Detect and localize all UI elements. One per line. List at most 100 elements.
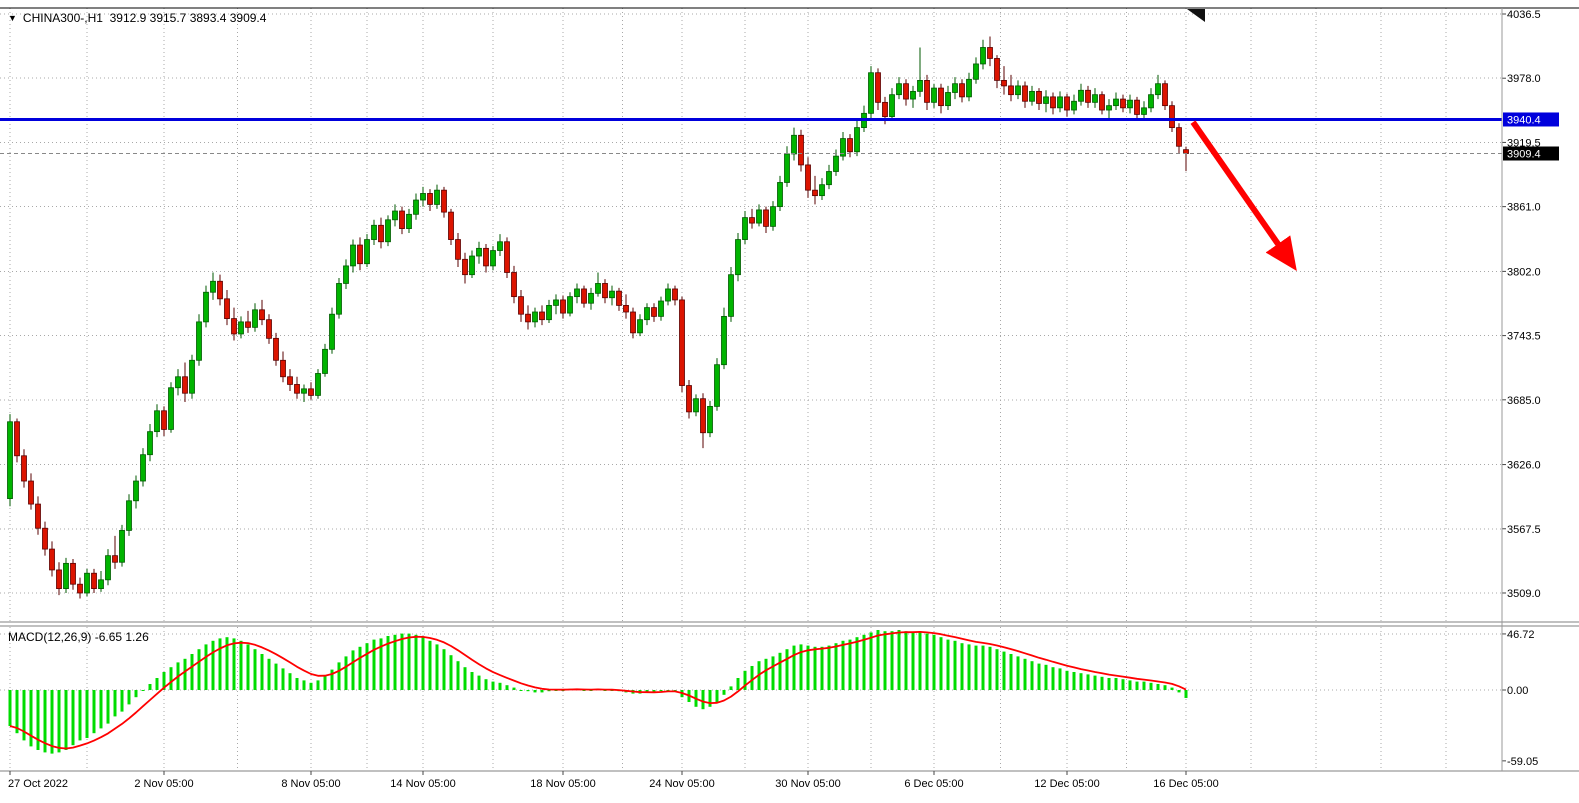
macd-histogram-bar [1114,678,1118,690]
candle-body [525,313,531,323]
macd-histogram-bar [85,690,89,738]
symbol-dropdown-icon[interactable]: ▼ [8,12,17,23]
price-axis-label: 3626.0 [1507,460,1541,472]
trend-arrow[interactable] [1190,120,1297,271]
macd-histogram-bar [120,690,124,712]
macd-histogram-bar [1009,654,1013,690]
macd-histogram-bar [841,640,845,690]
current-price-badge-label: 3909.4 [1507,149,1541,161]
macd-histogram-bar [806,645,810,690]
time-axis-label: 18 Nov 05:00 [530,778,595,790]
candle-body [119,530,125,563]
candle-body [511,272,517,298]
macd-histogram-bar [1100,676,1104,690]
macd-histogram-bar [1072,672,1076,690]
macd-histogram-bar [1058,668,1062,690]
macd-histogram-bar [512,687,516,690]
candle-body [707,405,713,434]
macd-histogram-bar [988,646,992,690]
candle-body [490,250,496,267]
candle-body [742,217,748,240]
symbol-info-bar: ▼ CHINA300-,H1 3912.9 3915.7 3893.4 3909… [8,11,266,25]
macd-histogram-bar [92,690,96,734]
time-axis-label: 14 Nov 05:00 [390,778,455,790]
candle-body [70,562,76,585]
candle-body [140,454,146,482]
candle-body [14,421,20,457]
macd-histogram-bar [827,645,831,690]
macd-histogram-bar [1065,670,1069,690]
candle-body [266,319,272,339]
macd-histogram-bar [722,690,726,695]
candle-body [322,348,328,374]
macd-histogram-bar [953,640,957,690]
macd-histogram-bar [708,690,712,707]
macd-histogram-bar [379,638,383,690]
candle-body [728,274,734,317]
macd-histogram-bar [421,637,425,690]
candle-body [868,72,874,114]
candle-body [336,283,342,315]
candle-body [154,410,160,433]
macd-histogram-bar [43,690,47,753]
macd-histogram-bar [645,690,649,693]
candle-body [504,241,510,273]
macd-histogram-bar [1023,658,1027,690]
macd-histogram-bar [197,649,201,690]
macd-indicator-label: MACD(12,26,9) -6.65 1.26 [8,630,149,644]
macd-histogram-bar [799,644,803,690]
candle-body [350,244,356,267]
candle-body [798,134,804,166]
candle-body [602,283,608,299]
candle-body [959,83,965,98]
macd-histogram-bar [337,662,341,690]
candle-body [112,555,118,563]
macd-histogram-bar [967,644,971,690]
price-axis-label: 3919.5 [1507,137,1541,149]
macd-histogram-bar [540,690,544,693]
macd-histogram-bar [505,685,509,690]
candle-body [700,398,706,434]
macd-histogram-bar [386,636,390,690]
macd-histogram-bar [141,690,145,691]
candle-body [378,224,384,243]
candle-body [441,189,447,213]
macd-histogram-bar [491,681,495,690]
macd-histogram-bar [288,673,292,690]
candle-body [917,80,923,92]
macd-histogram-bar [449,655,453,690]
chart-shift-marker-icon[interactable] [1187,9,1205,22]
candle-body [567,296,573,314]
candle-body [168,387,174,430]
macd-histogram-bar [274,663,278,690]
macd-histogram-bar [743,670,747,690]
macd-histogram-bar [652,690,656,693]
macd-histogram-bar [1016,656,1020,690]
macd-histogram-bar [1177,690,1181,693]
candle-body [532,311,538,323]
macd-histogram-bar [106,690,110,724]
candle-body [1029,90,1035,102]
candle-body [308,388,314,396]
candle-body [763,209,769,227]
candle-body [875,72,881,103]
macd-histogram-bar [960,643,964,690]
macd-histogram-bar [113,690,117,717]
price-axis-label: 3685.0 [1507,395,1541,407]
candle-body [196,321,202,361]
candle-body [1022,85,1028,102]
candle-body [497,241,503,251]
hline-price-badge [1503,112,1559,127]
macd-histogram-bar [190,654,194,690]
candle-body [413,199,419,215]
candle-body [329,313,335,350]
candle-body [98,579,104,589]
macd-histogram-bar [526,690,530,692]
candle-body [1169,105,1175,129]
candle-body [735,239,741,276]
candle-body [469,255,475,276]
macd-histogram-bar [1093,675,1097,690]
hline-price-badge-label: 3940.4 [1507,114,1541,126]
macd-histogram-bar [204,644,208,690]
